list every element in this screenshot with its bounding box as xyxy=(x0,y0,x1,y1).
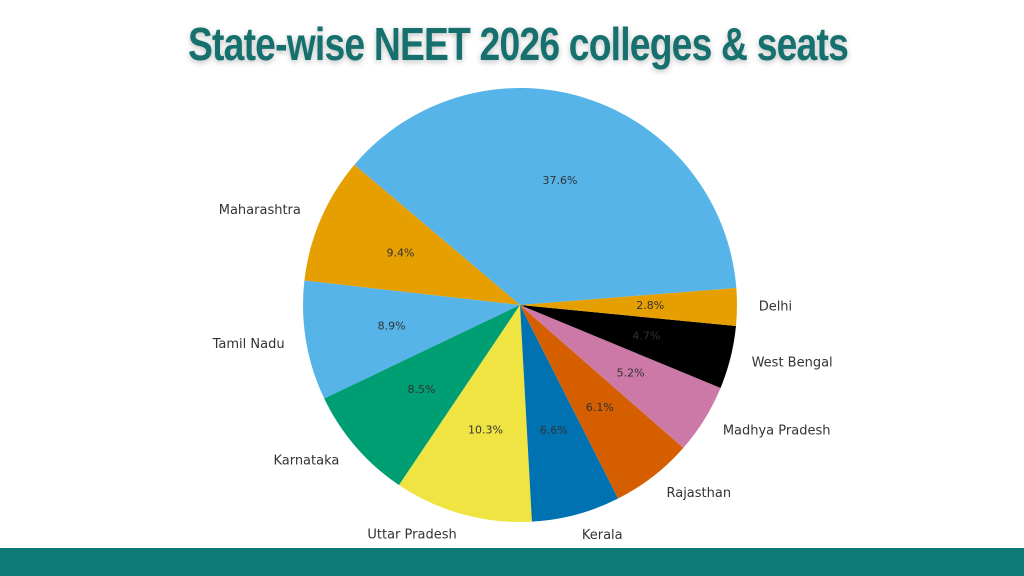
value-label: 4.7% xyxy=(632,330,660,343)
slice-label: Karnataka xyxy=(273,454,339,469)
chart-title: State-wise NEET 2026 colleges & seats xyxy=(188,18,848,70)
value-label: 9.4% xyxy=(387,246,415,259)
pie-slice xyxy=(520,305,721,448)
pie-slice xyxy=(302,280,520,399)
pie-slice xyxy=(520,305,619,522)
pie: 37.6% 9.4% Maharashtra 8.9% Tamil Nadu 8.5% Ka… xyxy=(212,88,833,543)
pie-slice xyxy=(398,305,532,522)
pie-slice xyxy=(324,305,520,486)
slice-label: Rajasthan xyxy=(666,486,731,501)
value-label: 6.1% xyxy=(586,401,614,414)
slice-label: Kerala xyxy=(582,528,623,543)
pie-slice xyxy=(354,88,737,305)
value-label: 6.6% xyxy=(540,424,568,437)
value-label: 37.6% xyxy=(543,174,578,187)
slice-label: Uttar Pradesh xyxy=(367,528,456,543)
pie-slice xyxy=(520,305,684,499)
value-label: 8.9% xyxy=(378,320,406,333)
slice-label: Delhi xyxy=(759,300,792,315)
value-label: 8.5% xyxy=(407,383,435,396)
slice-label: Tamil Nadu xyxy=(212,337,285,352)
pie-slice xyxy=(520,305,736,388)
value-label: 5.2% xyxy=(617,367,645,380)
value-label: 10.3% xyxy=(468,424,503,437)
slice-label: West Bengal xyxy=(752,355,833,370)
footer-bar xyxy=(0,548,1024,576)
value-label: 2.8% xyxy=(636,299,664,312)
slice-label: Maharashtra xyxy=(219,203,301,218)
pie-slice xyxy=(520,287,737,327)
pie-slice xyxy=(304,164,520,305)
slice-label: Madhya Pradesh xyxy=(723,423,831,438)
